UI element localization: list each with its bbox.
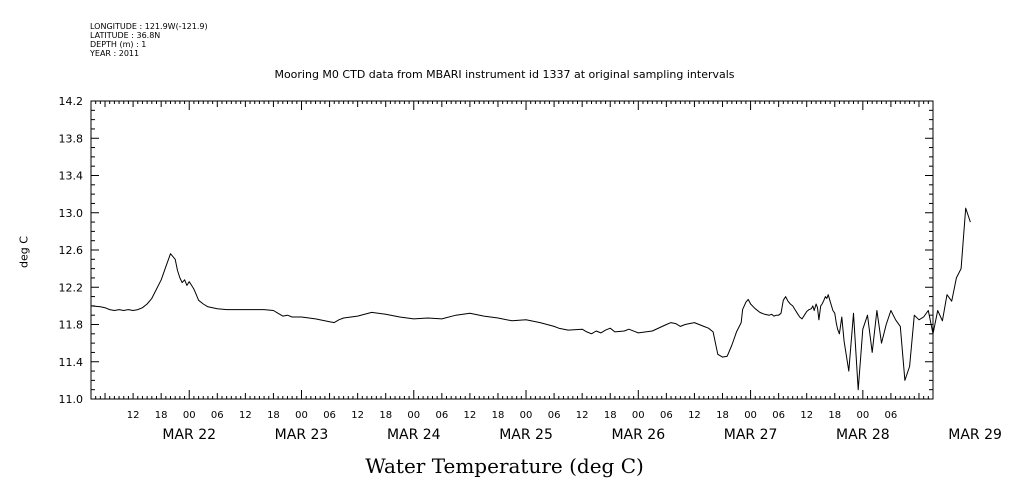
y-tick-label: 11.4: [59, 356, 84, 369]
x-hour-tick-label: 00: [520, 410, 533, 421]
metadata-block: LONGITUDE : 121.9W(-121.9) LATITUDE : 36…: [90, 22, 208, 58]
y-tick-label: 11.8: [59, 319, 84, 332]
x-hour-tick-label: 00: [407, 410, 420, 421]
chart-title: Mooring M0 CTD data from MBARI instrumen…: [274, 68, 735, 81]
x-date-tick-label: MAR 28: [836, 427, 890, 443]
y-tick-label: 12.6: [59, 244, 84, 257]
y-tick-label: 13.4: [59, 170, 84, 183]
y-tick-label: 11.0: [59, 393, 84, 406]
x-hour-tick-label: 12: [576, 410, 589, 421]
x-date-tick-label: MAR 27: [724, 427, 778, 443]
y-tick-label: 12.2: [59, 281, 84, 294]
x-hour-tick-label: 00: [744, 410, 757, 421]
x-hour-tick-label: 06: [772, 410, 785, 421]
variable-label: Water Temperature (deg C): [365, 454, 644, 478]
x-hour-tick-label: 06: [435, 410, 448, 421]
x-hour-tick-label: 06: [885, 410, 898, 421]
temperature-series-line: [90, 207, 971, 391]
x-date-tick-label: MAR 23: [275, 427, 329, 443]
x-date-tick-label: MAR 29: [948, 427, 1002, 443]
x-hour-tick-label: 12: [800, 410, 813, 421]
y-tick-label: 14.2: [59, 95, 84, 108]
x-hour-tick-label: 06: [548, 410, 561, 421]
year-label: YEAR : 2011: [90, 49, 140, 58]
y-tick-label: 13.8: [59, 132, 84, 145]
x-hour-tick-label: 00: [856, 410, 869, 421]
x-hour-tick-label: 00: [632, 410, 645, 421]
x-hour-tick-label: 06: [323, 410, 336, 421]
x-hour-tick-label: 12: [464, 410, 477, 421]
x-hour-tick-label: 12: [351, 410, 364, 421]
x-hour-tick-label: 18: [492, 410, 505, 421]
x-hour-tick-label: 18: [828, 410, 841, 421]
latitude-label: LATITUDE : 36.8N: [90, 31, 161, 40]
x-date-tick-label: MAR 24: [387, 427, 441, 443]
x-hour-tick-label: 18: [716, 410, 729, 421]
x-date-tick-label: MAR 25: [499, 427, 553, 443]
x-hour-tick-label: 06: [211, 410, 224, 421]
x-date-tick-label: MAR 26: [611, 427, 665, 443]
depth-label: DEPTH (m) : 1: [90, 40, 147, 49]
plot-frame: [90, 100, 934, 400]
x-hour-tick-label: 18: [155, 410, 168, 421]
x-hour-tick-label: 00: [183, 410, 196, 421]
y-tick-label: 13.0: [59, 207, 84, 220]
x-hour-tick-label: 18: [267, 410, 280, 421]
longitude-label: LONGITUDE : 121.9W(-121.9): [90, 22, 208, 31]
x-hour-tick-label: 18: [604, 410, 617, 421]
x-hour-tick-label: 12: [688, 410, 701, 421]
x-hour-tick-label: 12: [127, 410, 140, 421]
x-date-tick-label: MAR 22: [162, 427, 216, 443]
x-hour-tick-label: 06: [660, 410, 673, 421]
x-hour-tick-label: 00: [295, 410, 308, 421]
x-hour-tick-label: 12: [239, 410, 252, 421]
x-hour-tick-label: 18: [379, 410, 392, 421]
